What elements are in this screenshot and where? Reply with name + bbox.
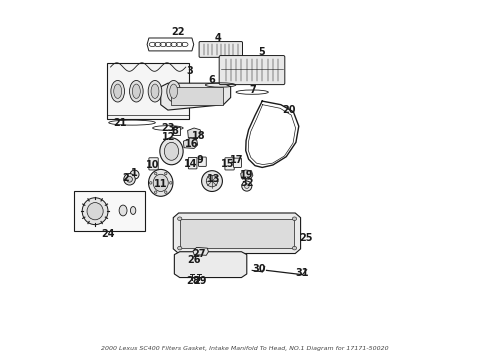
Polygon shape (174, 252, 247, 278)
Text: 16: 16 (185, 139, 198, 149)
Text: 1: 1 (130, 168, 137, 178)
Ellipse shape (119, 205, 127, 216)
FancyBboxPatch shape (234, 158, 242, 167)
Bar (107, 63, 190, 119)
Text: 2000 Lexus SC400 Filters Gasket, Intake Manifold To Head, NO.1 Diagram for 17171: 2000 Lexus SC400 Filters Gasket, Intake … (101, 346, 389, 351)
Text: 24: 24 (101, 229, 115, 239)
Text: 19: 19 (240, 170, 253, 180)
Text: 18: 18 (192, 131, 205, 141)
Ellipse shape (154, 172, 157, 175)
Polygon shape (183, 138, 197, 148)
Ellipse shape (245, 184, 249, 188)
Ellipse shape (132, 84, 140, 98)
Ellipse shape (170, 84, 177, 98)
Ellipse shape (87, 203, 103, 220)
Ellipse shape (126, 176, 132, 182)
Ellipse shape (242, 181, 252, 191)
Ellipse shape (82, 198, 108, 225)
Ellipse shape (164, 142, 179, 160)
Text: 30: 30 (252, 264, 266, 274)
Ellipse shape (151, 84, 159, 98)
Text: 10: 10 (146, 160, 159, 170)
Text: 5: 5 (258, 46, 265, 57)
Ellipse shape (170, 181, 172, 184)
FancyBboxPatch shape (199, 41, 243, 57)
Ellipse shape (149, 181, 152, 184)
Text: 7: 7 (249, 85, 256, 95)
Polygon shape (241, 170, 253, 179)
Text: 29: 29 (194, 276, 207, 286)
Text: 6: 6 (208, 75, 215, 85)
Polygon shape (188, 128, 201, 138)
Text: 8: 8 (172, 126, 178, 136)
Ellipse shape (177, 246, 182, 250)
Ellipse shape (124, 174, 135, 185)
Text: 25: 25 (299, 233, 313, 243)
Ellipse shape (153, 174, 168, 192)
Ellipse shape (293, 217, 296, 221)
Text: 9: 9 (197, 155, 203, 165)
Ellipse shape (148, 81, 162, 102)
Text: 23: 23 (162, 123, 175, 133)
FancyBboxPatch shape (219, 55, 285, 85)
Text: 20: 20 (282, 105, 295, 115)
Text: 3: 3 (186, 66, 193, 76)
Ellipse shape (165, 172, 167, 175)
Polygon shape (173, 213, 300, 253)
Text: 13: 13 (207, 174, 220, 184)
Ellipse shape (111, 81, 124, 102)
Bar (172, 127, 180, 135)
Text: 27: 27 (193, 249, 206, 259)
Bar (74, 192, 146, 231)
FancyBboxPatch shape (198, 157, 206, 166)
Ellipse shape (293, 246, 296, 250)
Ellipse shape (154, 191, 157, 193)
Text: 14: 14 (184, 159, 197, 169)
Ellipse shape (206, 175, 218, 187)
Ellipse shape (148, 170, 173, 196)
Polygon shape (161, 83, 231, 110)
Text: 4: 4 (215, 33, 222, 43)
FancyBboxPatch shape (188, 157, 197, 169)
Ellipse shape (177, 217, 182, 221)
Text: 2: 2 (122, 173, 129, 183)
Ellipse shape (130, 207, 136, 215)
Text: 12: 12 (162, 132, 176, 142)
Text: 28: 28 (186, 276, 199, 286)
Polygon shape (193, 247, 208, 255)
Text: 26: 26 (187, 255, 201, 265)
Ellipse shape (160, 138, 183, 165)
Ellipse shape (167, 81, 180, 102)
Ellipse shape (129, 81, 143, 102)
Text: 17: 17 (230, 155, 243, 165)
Ellipse shape (201, 171, 222, 192)
Text: 11: 11 (154, 179, 168, 189)
Bar (180, 219, 294, 248)
Ellipse shape (130, 170, 139, 179)
Ellipse shape (114, 84, 122, 98)
Text: 15: 15 (221, 159, 235, 169)
Text: 31: 31 (295, 268, 308, 278)
Text: 21: 21 (114, 118, 127, 128)
Bar (172, 87, 223, 105)
Text: 32: 32 (241, 178, 254, 188)
FancyBboxPatch shape (149, 158, 158, 170)
Ellipse shape (165, 191, 167, 193)
FancyBboxPatch shape (225, 158, 234, 170)
Text: 22: 22 (171, 27, 184, 37)
